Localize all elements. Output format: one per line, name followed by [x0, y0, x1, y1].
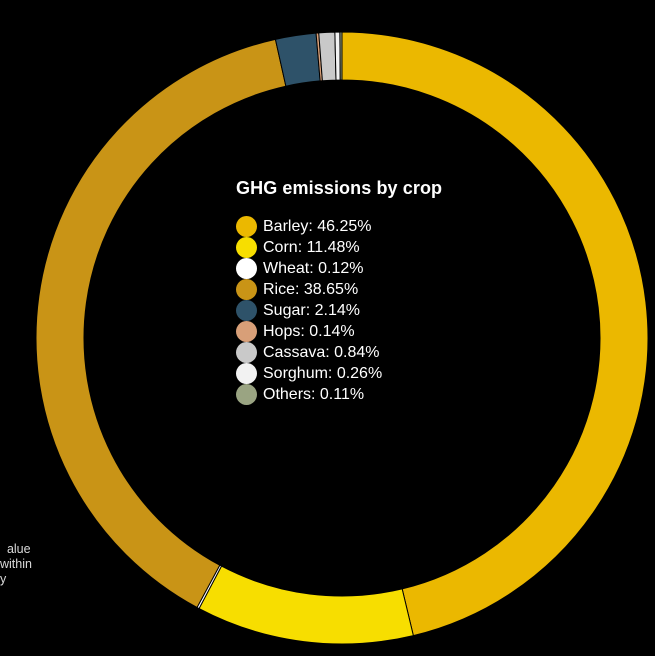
legend-value: 0.26%: [336, 364, 383, 382]
legend-swatch: [236, 258, 257, 279]
legend-label: Wheat: [263, 259, 310, 277]
legend-item-sorghum: Sorghum: 0.26%: [236, 363, 496, 384]
legend-swatch: [236, 300, 257, 321]
legend-item-sugar: Sugar: 2.14%: [236, 300, 496, 321]
legend-item-cassava: Cassava: 0.84%: [236, 342, 496, 363]
slice-sorghum: [334, 31, 341, 81]
legend-item-rice: Rice: 38.65%: [236, 279, 496, 300]
legend-swatch: [236, 279, 257, 300]
legend-item-wheat: Wheat: 0.12%: [236, 258, 496, 279]
legend-value: 46.25%: [317, 217, 372, 235]
legend-swatch: [236, 321, 257, 342]
legend-label: Hops: [263, 322, 301, 340]
legend-item-barley: Barley: 46.25%: [236, 216, 496, 237]
legend-label: Sugar: [263, 301, 306, 319]
slice-others: [339, 31, 343, 81]
legend-value: 2.14%: [314, 301, 360, 319]
donut-ring: [35, 31, 649, 645]
legend-swatch: [236, 237, 257, 258]
legend-swatch: [236, 216, 257, 237]
legend-label: Rice: [263, 280, 296, 298]
legend-value: 0.84%: [334, 343, 380, 361]
legend-label: Corn: [263, 238, 298, 256]
chart-title: GHG emissions by crop: [236, 178, 443, 198]
legend-value: 0.14%: [309, 322, 355, 340]
slice-barley: [341, 31, 649, 637]
legend-swatch: [236, 384, 257, 405]
slice-rice: [35, 38, 287, 609]
legend-label: Barley: [263, 217, 309, 235]
legend-value: 38.65%: [303, 280, 359, 298]
legend-item-corn: Corn: 11.48%: [236, 237, 496, 258]
clipped-side-note: alue within y: [0, 542, 32, 586]
legend-value: 0.12%: [318, 259, 364, 277]
legend-swatch: [236, 363, 257, 384]
chart-center-panel: GHG emissions by crop Barley: 46.25% Corn…: [236, 178, 496, 405]
slice-corn: [198, 565, 414, 645]
legend-label: Cassava: [263, 343, 326, 361]
legend: Barley: 46.25% Corn: 11.48% Wheat: 0.12% Ri…: [236, 216, 496, 405]
legend-label: Others: [263, 385, 312, 403]
legend-item-hops: Hops: 0.14%: [236, 321, 496, 342]
legend-label: Sorghum: [263, 364, 328, 382]
legend-value: 11.48%: [306, 238, 360, 256]
legend-item-others: Others: 0.11%: [236, 384, 496, 405]
legend-swatch: [236, 342, 257, 363]
legend-value: 0.11%: [319, 385, 365, 403]
